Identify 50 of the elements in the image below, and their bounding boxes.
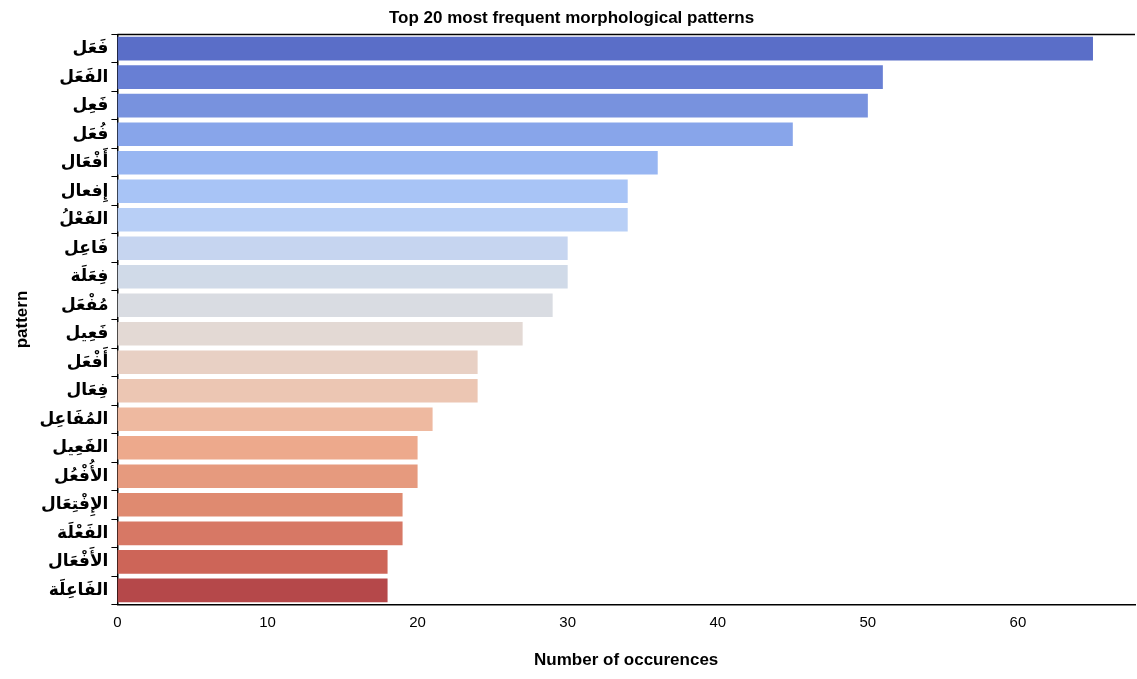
y-tick-label: فَاعِل [64, 236, 109, 257]
y-tick-label: الإِفْتِعَال [41, 491, 109, 517]
x-tick-label: 40 [709, 612, 727, 630]
y-tick-label: مُفْعَل [60, 292, 109, 314]
x-axis-title: Number of occurences [534, 650, 719, 670]
bar [117, 236, 568, 261]
y-tick-label: فَعِل [72, 94, 109, 115]
bar [117, 550, 388, 574]
y-tick-label: فُعَل [72, 122, 109, 143]
y-tick-label: فِعَلَة [70, 264, 109, 286]
y-tick-label: الفَعَل [59, 65, 109, 86]
x-tick-label: 60 [1009, 612, 1027, 630]
y-axis-title: pattern [11, 290, 31, 349]
bar [117, 350, 478, 375]
bar [117, 407, 433, 432]
bar [117, 378, 478, 403]
y-tick-label: الأَفْعَال [48, 546, 109, 571]
y-tick-label: الفَعْلُ [59, 208, 109, 229]
bar [117, 122, 793, 146]
bar [117, 464, 418, 489]
bar [117, 65, 883, 89]
x-tick-label: 30 [559, 612, 577, 630]
x-tick-label: 10 [259, 612, 276, 630]
x-tick-label: 20 [409, 612, 426, 630]
x-tick-label: 0 [113, 612, 122, 630]
x-tick-label: 50 [859, 612, 877, 630]
y-tick-label: الفَعْلَة [57, 521, 109, 542]
bar [117, 435, 418, 460]
bar [117, 264, 568, 289]
bar [117, 36, 1093, 61]
y-tick-label: الأُفْعُل [54, 458, 109, 485]
bar [117, 493, 403, 517]
y-tick-label: فِعَال [66, 379, 109, 400]
bar [117, 179, 628, 204]
bar [117, 578, 388, 603]
y-tick-label: أَفْعَال [60, 146, 109, 172]
chart-title: Top 20 most frequent morphological patterns [388, 7, 755, 27]
y-tick-label: أَفْعَل [66, 346, 109, 371]
y-tick-label: الفَاعِلَة [48, 578, 109, 599]
bar [117, 521, 403, 546]
y-tick-label: فَعِيل [65, 322, 109, 343]
bar [117, 293, 553, 318]
bar [117, 321, 523, 346]
bar [117, 207, 628, 232]
y-tick-label: إِفعال [60, 179, 109, 204]
y-tick-label: المُفَاعِل [39, 407, 109, 428]
y-tick-label: الفَعِيل [52, 436, 109, 457]
bar [117, 93, 868, 118]
bar [117, 150, 658, 175]
y-tick-label: فَعَل [72, 37, 109, 58]
